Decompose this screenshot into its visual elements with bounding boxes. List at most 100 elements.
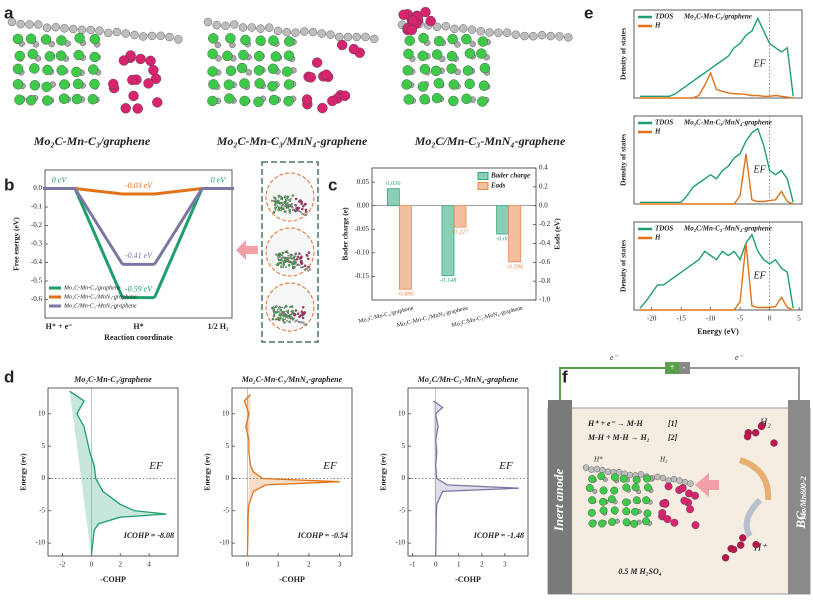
battery: [679, 362, 690, 374]
atom: [271, 317, 275, 321]
x-axis-label: Reaction coordinate: [104, 333, 173, 342]
atom: [298, 315, 301, 319]
atom: [145, 55, 156, 67]
x-tick-label: 0: [90, 561, 94, 569]
atom: [658, 508, 667, 517]
atom: [285, 250, 289, 254]
atom: [270, 51, 282, 62]
dos-curve: [639, 242, 794, 311]
atom: [283, 205, 286, 208]
atom: [622, 507, 631, 516]
y-tick-label: 10: [38, 409, 46, 417]
legend-label: TDOS: [655, 119, 673, 127]
atom: [291, 206, 294, 209]
atom: [274, 206, 277, 210]
reaction: M-H + M-H → H₂: [587, 433, 650, 442]
atom: [610, 506, 619, 515]
atom: [27, 48, 38, 60]
atom: [283, 321, 286, 324]
atom: [277, 194, 281, 198]
atom: [302, 313, 305, 316]
atom: [291, 317, 295, 321]
atom: [296, 319, 299, 322]
atom: [305, 72, 316, 83]
atom: [281, 306, 283, 309]
atom: [599, 486, 608, 495]
structure-caption: Mo₂C-Mn-C₃/graphene: [33, 134, 151, 148]
anode-label: Inert anode: [551, 469, 566, 533]
structure-caption: Mo₂C/Mn-C₃-MnN₄-graphene: [414, 134, 566, 148]
x-tick-label: 0: [768, 315, 772, 323]
atom: [299, 321, 302, 324]
atom: [632, 496, 641, 505]
atom: [290, 197, 292, 200]
cathode-electrode: [788, 400, 810, 594]
y-tick-label: -5: [223, 506, 229, 514]
atom: [59, 79, 70, 90]
atom: [678, 484, 687, 493]
atom: [127, 74, 138, 86]
atom: [686, 505, 695, 514]
legend-label: Eads: [490, 182, 506, 190]
atom: [343, 32, 353, 42]
panel-letter: d: [4, 367, 14, 386]
atom: [278, 306, 282, 309]
y-tick-label: 0.4: [539, 164, 548, 172]
atom: [303, 268, 306, 271]
atom: [643, 509, 652, 518]
atom: [370, 34, 379, 44]
atom: [317, 102, 328, 114]
bar: [441, 205, 455, 276]
atom: [282, 266, 285, 268]
atom: [104, 28, 113, 38]
y-tick-label: 0: [402, 474, 406, 482]
atom: [239, 78, 250, 89]
atom: [289, 317, 292, 320]
arrow: [236, 240, 258, 260]
y-tick-label: -5: [399, 506, 405, 514]
atom: [593, 465, 601, 473]
atom: [300, 27, 309, 36]
atom: [51, 23, 60, 32]
atom: [300, 261, 303, 265]
panel-title: Mo₂C-Mn-C₃/MnN₄-graphene: [241, 375, 343, 384]
battery-sign: -: [683, 362, 686, 372]
atom: [290, 258, 293, 260]
legend-label: TDOS: [655, 225, 673, 233]
atom: [631, 507, 640, 516]
atom: [654, 473, 661, 481]
atom: [441, 21, 450, 31]
atom: [29, 63, 40, 74]
atom: [301, 265, 305, 269]
atom: [279, 253, 282, 257]
atom: [283, 257, 286, 260]
atom: [607, 495, 616, 504]
atom: [417, 50, 428, 62]
atom: [299, 256, 303, 260]
atom: [277, 208, 280, 212]
connector: [73, 187, 124, 266]
atom: [284, 198, 288, 202]
atom: [431, 92, 443, 104]
atom: [279, 258, 283, 262]
atom: [282, 27, 291, 37]
atom: [274, 208, 277, 211]
x-tick-label: 2: [307, 561, 311, 569]
atom: [461, 33, 472, 45]
atom: [16, 19, 25, 29]
atom: [283, 50, 295, 61]
y-tick-label: -0.15: [354, 272, 369, 280]
electron-label: e⁻: [610, 353, 619, 362]
y-tick-label: -0.2: [31, 221, 43, 229]
panel-letter: c: [328, 175, 337, 194]
atom: [448, 95, 459, 107]
atom: [284, 36, 295, 47]
connector: [153, 187, 204, 266]
y-tick-label: 0.2: [539, 182, 548, 190]
atom: [321, 69, 332, 80]
x-axis-label: Energy (eV): [697, 327, 739, 336]
y-tick-label: -0.05: [354, 225, 369, 233]
atom: [245, 69, 253, 76]
atom: [174, 35, 183, 44]
annotation: EF: [752, 270, 766, 281]
